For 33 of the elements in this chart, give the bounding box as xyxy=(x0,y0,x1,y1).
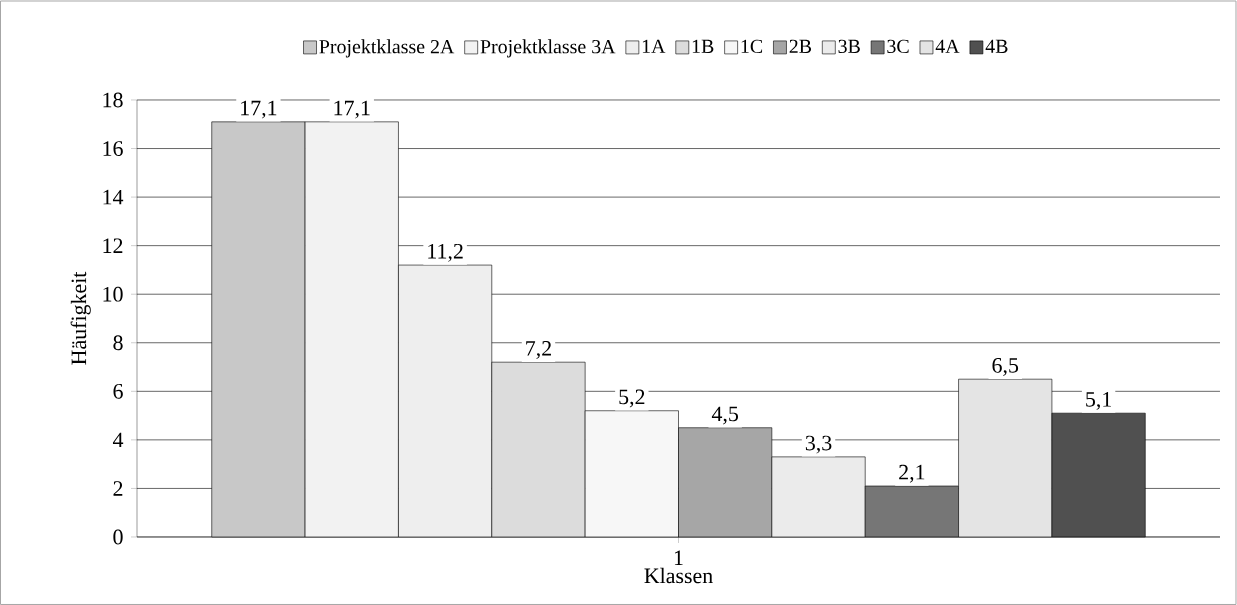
legend-label: 1B xyxy=(692,39,714,53)
data-label: 6,5 xyxy=(992,357,1019,376)
y-tick-label: 18 xyxy=(103,92,123,108)
y-axis-title: Häufigkeit xyxy=(70,271,91,365)
y-tick-label: 2 xyxy=(113,481,123,496)
data-label: 17,1 xyxy=(334,100,370,119)
data-label: 7,2 xyxy=(526,341,551,359)
data-label: 5,2 xyxy=(619,389,645,408)
legend-label: 2B xyxy=(789,39,812,53)
data-label: 5,1 xyxy=(1086,392,1111,410)
legend-label: 1C xyxy=(741,39,763,54)
x-tick-label: 1 xyxy=(674,550,683,565)
legend-label: Projektklasse 2A xyxy=(319,39,455,58)
legend-label: Projektklasse 3A xyxy=(480,39,616,58)
data-label: 2,1 xyxy=(899,464,925,483)
data-label: 17,1 xyxy=(241,100,277,119)
legend-label: 4A xyxy=(935,39,960,53)
y-tick-label: 8 xyxy=(113,335,123,351)
x-axis-title: Klassen xyxy=(644,567,713,584)
y-tick-label: 12 xyxy=(103,238,123,253)
data-label: 11,2 xyxy=(428,243,463,262)
legend-label: 3B xyxy=(838,39,860,54)
y-tick-label: 6 xyxy=(113,383,123,399)
data-label: 4,5 xyxy=(711,406,739,425)
legend-label: 3C xyxy=(887,39,909,54)
y-tick-label: 0 xyxy=(113,529,123,545)
y-tick-label: 10 xyxy=(103,286,123,302)
y-tick-label: 4 xyxy=(112,432,124,448)
y-tick-label: 14 xyxy=(103,189,124,205)
legend-label: 4B xyxy=(985,39,1008,53)
y-tick-label: 16 xyxy=(103,141,123,156)
legend-label: 1A xyxy=(642,39,666,53)
data-label: 3,3 xyxy=(805,435,832,454)
